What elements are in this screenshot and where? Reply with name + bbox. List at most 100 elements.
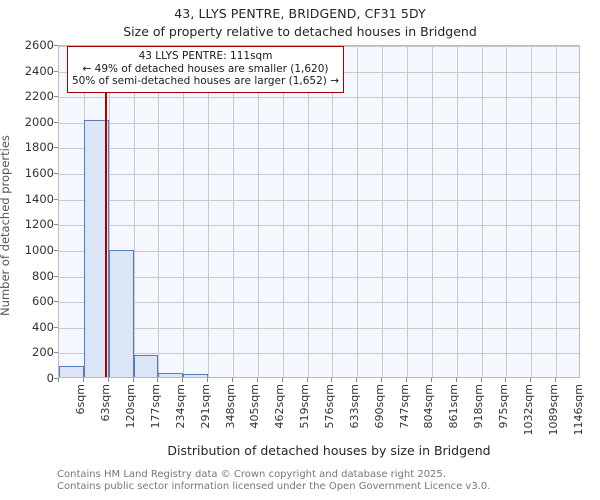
- y-axis-tick-label: 1200: [24, 217, 54, 232]
- x-axis-tick-label: 234sqm: [173, 384, 187, 429]
- gridline-vertical: [332, 46, 333, 377]
- x-axis-tick-mark: [108, 378, 109, 382]
- x-axis-tick-mark: [207, 378, 208, 382]
- x-axis-tick-mark: [232, 378, 233, 382]
- y-axis-tick-mark: [54, 326, 58, 328]
- gridline-horizontal: [59, 97, 579, 99]
- gridline-vertical: [308, 46, 309, 377]
- histogram-bar: [133, 354, 159, 377]
- y-axis-tick-mark: [54, 352, 58, 354]
- y-axis-tick-mark: [54, 301, 58, 303]
- gridline-horizontal: [59, 327, 579, 329]
- y-axis-tick-mark: [54, 96, 58, 98]
- gridline-vertical: [382, 46, 383, 377]
- histogram-bar: [183, 373, 209, 377]
- x-axis-tick-label: 576sqm: [323, 384, 336, 429]
- x-axis-tick-mark: [157, 378, 158, 382]
- gridline-horizontal: [59, 174, 579, 176]
- gridline-vertical: [556, 46, 557, 377]
- x-axis-tick-mark: [505, 378, 506, 382]
- gridline-vertical: [233, 46, 234, 377]
- x-axis-tick-mark: [282, 378, 283, 382]
- x-axis-tick-label: 519sqm: [298, 384, 312, 429]
- x-axis-tick-mark: [381, 378, 382, 382]
- gridline-horizontal: [59, 199, 579, 201]
- y-axis-tick-label: 800: [32, 268, 54, 283]
- y-axis: 0 200 400 600 800 1000 1200 1400 1600 1800 2000 220…: [0, 38, 58, 385]
- gridline-horizontal: [59, 276, 579, 278]
- chart-subtitle: Size of property relative to detached ho…: [123, 24, 477, 39]
- x-axis-tick-label: 6sqm: [74, 384, 88, 415]
- gridline-horizontal: [59, 302, 579, 304]
- y-axis-tick-label: 2000: [24, 114, 54, 129]
- x-axis-tick-label: 633sqm: [347, 384, 361, 429]
- y-axis-tick-mark: [54, 121, 58, 123]
- x-axis-tick-mark: [431, 378, 432, 382]
- y-axis-tick-label: 1400: [24, 191, 54, 206]
- x-axis-tick-mark: [555, 378, 556, 382]
- x-axis-tick-label: 747sqm: [397, 384, 411, 429]
- y-axis-tick-label: 0: [46, 371, 54, 385]
- x-axis-tick-label: 291sqm: [198, 384, 212, 429]
- x-axis-tick-label: 918sqm: [472, 384, 486, 429]
- gridline-vertical: [407, 46, 408, 377]
- y-axis-tick-mark: [54, 249, 58, 251]
- gridline-vertical: [432, 46, 433, 377]
- x-axis-tick-label: 405sqm: [248, 384, 262, 429]
- x-axis-tick-label: 861sqm: [447, 384, 461, 429]
- footer-line-2: Contains public sector information licen…: [57, 481, 491, 492]
- histogram-bar: [59, 366, 84, 377]
- x-axis-tick-mark: [456, 378, 457, 382]
- gridline-vertical: [482, 46, 483, 377]
- histogram-bar: [158, 372, 184, 377]
- x-axis-tick-label: 462sqm: [273, 384, 287, 429]
- y-axis-tick-mark: [54, 45, 58, 46]
- y-axis-tick-mark: [54, 378, 58, 379]
- x-axis-tick-label: 690sqm: [372, 384, 386, 429]
- x-axis-tick-label: 177sqm: [149, 384, 162, 429]
- y-axis-tick-label: 1600: [24, 166, 54, 181]
- annotation-line-1: 43 LLYS PENTRE: 111sqm: [138, 50, 273, 62]
- x-axis-tick-label: 1146sqm: [571, 384, 585, 436]
- histogram-bar: [83, 120, 109, 377]
- plot-area: [58, 45, 580, 378]
- y-axis-tick-label: 1800: [24, 140, 54, 155]
- x-axis-tick-mark: [481, 378, 482, 382]
- x-axis-tick-label: 348sqm: [223, 384, 237, 429]
- property-marker-line: [104, 46, 107, 377]
- annotation-line-2: ← 49% of detached houses are smaller (1,…: [82, 62, 329, 75]
- gridline-vertical: [258, 46, 259, 377]
- x-axis-tick-mark: [58, 378, 59, 382]
- gridline-vertical: [134, 46, 135, 377]
- x-axis-tick-label: 1032sqm: [521, 384, 535, 436]
- x-axis-tick-label: 120sqm: [124, 384, 138, 429]
- x-axis: 6sqm 63sqm 120sqm 177sqm 234sqm 291sqm 348sqm 4…: [58, 378, 585, 438]
- y-axis-tick-label: 2200: [24, 89, 54, 104]
- y-axis-tick-label: 2400: [24, 63, 54, 78]
- plot-inner: [59, 46, 579, 377]
- y-axis-tick-mark: [54, 198, 58, 200]
- y-axis-tick-label: 2600: [24, 38, 54, 52]
- y-axis-tick-mark: [54, 173, 58, 175]
- x-axis-tick-label: 975sqm: [497, 384, 510, 429]
- y-axis-tick-mark: [54, 70, 58, 72]
- gridline-vertical: [531, 46, 532, 377]
- y-axis-label: Number of detached properties: [0, 135, 12, 316]
- gridline-vertical: [158, 46, 159, 377]
- x-axis-tick-mark: [406, 378, 407, 382]
- gridline-horizontal: [59, 250, 579, 252]
- x-axis-tick-mark: [182, 378, 183, 382]
- gridline-vertical: [109, 46, 110, 377]
- footer-attribution: Contains HM Land Registry data © Crown c…: [57, 469, 490, 493]
- x-axis-tick-mark: [83, 378, 84, 382]
- gridline-horizontal: [59, 353, 579, 355]
- x-axis-tick-label: 804sqm: [422, 384, 436, 429]
- x-axis-tick-label: 63sqm: [99, 384, 113, 422]
- y-axis-tick-label: 200: [32, 345, 54, 360]
- x-axis-tick-mark: [356, 378, 357, 382]
- gridline-vertical: [506, 46, 507, 377]
- y-axis-tick-mark: [54, 224, 58, 226]
- x-axis-label: Distribution of detached houses by size …: [167, 443, 491, 458]
- annotation-line-3: 50% of semi-detached houses are larger (…: [72, 75, 340, 88]
